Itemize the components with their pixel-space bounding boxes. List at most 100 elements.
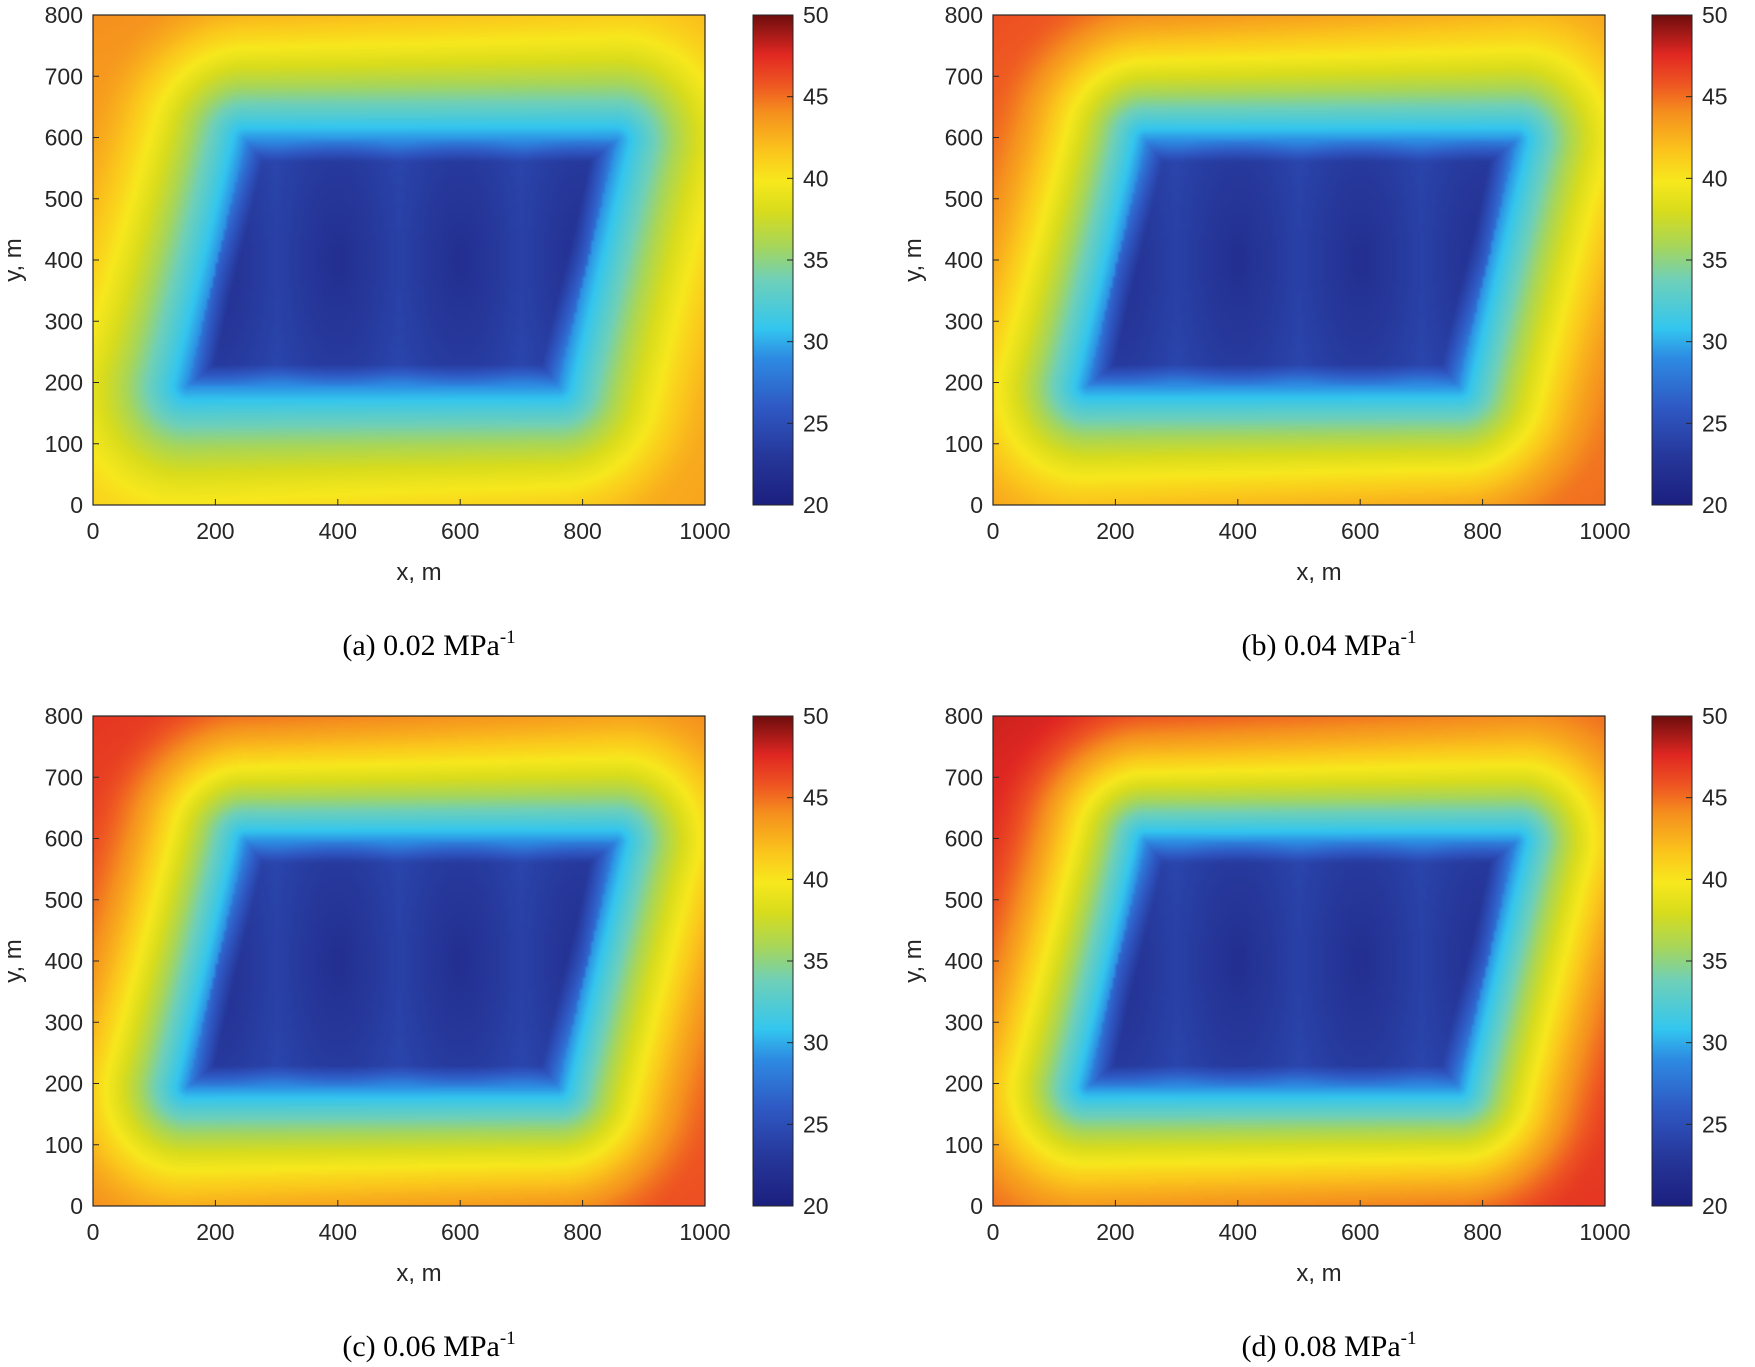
y-tick-label: 400 [45, 247, 83, 273]
caption-text: (c) 0.06 MPa [342, 1330, 499, 1363]
colorbar-tick-label: 40 [1702, 165, 1728, 191]
colorbar [1651, 14, 1693, 506]
x-tick-label: 200 [1096, 518, 1134, 544]
colorbar-tick-label: 30 [1702, 1030, 1728, 1056]
colorbar-tick-label: 40 [803, 866, 829, 892]
chart-panel-d: 0 200 400 600 800 1000 0 100 200 300 400 500 600 700 8… [900, 703, 1728, 1363]
y-tick-label: 300 [945, 1009, 983, 1035]
y-tick-label: 200 [945, 1071, 983, 1097]
y-axis-label: y, m [0, 939, 27, 983]
y-tick-label: 800 [945, 703, 983, 729]
colorbar-tick-label: 35 [1702, 948, 1728, 974]
y-tick-label: 200 [45, 1071, 83, 1097]
y-tick-label: 100 [45, 431, 83, 457]
y-tick-label: 100 [45, 1132, 83, 1158]
x-axis-label: x, m [1296, 1260, 1341, 1287]
heatmap-image [93, 15, 705, 505]
colorbar-tick-label: 50 [803, 703, 829, 729]
colorbar-tick-label: 25 [1702, 410, 1728, 436]
panel-caption: (d) 0.08 MPa-1 [1242, 1328, 1417, 1363]
y-tick-label: 200 [945, 370, 983, 396]
y-tick-label: 500 [945, 186, 983, 212]
colorbar-tick-label: 35 [1702, 247, 1728, 273]
y-tick-label: 700 [45, 764, 83, 790]
y-tick-label: 0 [70, 492, 83, 518]
y-tick-label: 800 [945, 2, 983, 28]
x-tick-label: 200 [196, 1219, 234, 1245]
y-tick-label: 600 [945, 826, 983, 852]
y-tick-label: 100 [945, 1132, 983, 1158]
y-tick-label: 700 [45, 63, 83, 89]
x-axis-label: x, m [396, 1260, 441, 1287]
panel-caption: (c) 0.06 MPa-1 [342, 1328, 515, 1363]
y-tick-label: 500 [45, 887, 83, 913]
colorbar-tick-label: 25 [803, 1111, 829, 1137]
caption-superscript: -1 [1401, 627, 1417, 648]
y-tick-label: 0 [70, 1193, 83, 1219]
y-tick-label: 600 [45, 826, 83, 852]
x-axis-label: x, m [1296, 559, 1341, 586]
colorbar-tick-label: 25 [1702, 1111, 1728, 1137]
x-tick-label: 400 [319, 1219, 357, 1245]
x-tick-label: 400 [1219, 1219, 1257, 1245]
colorbar-tick-label: 50 [803, 2, 829, 28]
colorbar [1651, 715, 1693, 1207]
x-tick-label: 200 [196, 518, 234, 544]
y-tick-label: 500 [945, 887, 983, 913]
caption-text: (b) 0.04 MPa [1242, 629, 1401, 662]
heatmap-image [993, 716, 1605, 1206]
x-tick-label: 600 [441, 518, 479, 544]
colorbar-tick-label: 20 [803, 492, 829, 518]
y-tick-label: 700 [945, 63, 983, 89]
x-axis-label: x, m [396, 559, 441, 586]
colorbar-tick-label: 50 [1702, 2, 1728, 28]
x-tick-label: 1000 [679, 518, 730, 544]
colorbar-tick-label: 45 [803, 785, 829, 811]
colorbar-tick-label: 20 [803, 1193, 829, 1219]
colorbar [752, 715, 794, 1207]
x-tick-label: 800 [563, 518, 601, 544]
x-tick-label: 0 [87, 1219, 100, 1245]
colorbar-tick-label: 20 [1702, 492, 1728, 518]
colorbar-tick-label: 40 [1702, 866, 1728, 892]
panel-caption: (b) 0.04 MPa-1 [1242, 627, 1417, 662]
y-axis-label: y, m [900, 238, 927, 282]
y-tick-label: 400 [45, 948, 83, 974]
y-tick-label: 500 [45, 186, 83, 212]
colorbar-tick-label: 30 [1702, 329, 1728, 355]
caption-text: (a) 0.02 MPa [342, 629, 499, 662]
colorbar-tick-label: 30 [803, 329, 829, 355]
x-tick-label: 1000 [1579, 1219, 1630, 1245]
colorbar-tick-label: 45 [803, 84, 829, 110]
x-tick-label: 800 [1463, 518, 1501, 544]
chart-panel-b: 0 200 400 600 800 1000 0 100 200 300 400 500 600 700 8… [900, 2, 1728, 662]
panel-caption: (a) 0.02 MPa-1 [342, 627, 515, 662]
y-tick-label: 0 [970, 492, 983, 518]
x-tick-label: 0 [987, 518, 1000, 544]
colorbar-tick-label: 20 [1702, 1193, 1728, 1219]
y-tick-label: 600 [945, 125, 983, 151]
x-tick-label: 600 [441, 1219, 479, 1245]
caption-superscript: -1 [500, 627, 516, 648]
chart-panel-c: 0 200 400 600 800 1000 0 100 200 300 400 500 600 700 8… [0, 703, 829, 1363]
x-tick-label: 0 [87, 518, 100, 544]
colorbar-tick-label: 40 [803, 165, 829, 191]
x-tick-label: 600 [1341, 1219, 1379, 1245]
y-tick-label: 600 [45, 125, 83, 151]
heatmap-image [93, 716, 705, 1206]
y-tick-label: 0 [970, 1193, 983, 1219]
y-tick-label: 800 [45, 2, 83, 28]
colorbar-tick-label: 45 [1702, 785, 1728, 811]
y-tick-label: 100 [945, 431, 983, 457]
y-tick-label: 400 [945, 247, 983, 273]
y-tick-label: 300 [45, 308, 83, 334]
colorbar-tick-label: 35 [803, 247, 829, 273]
y-tick-label: 300 [45, 1009, 83, 1035]
colorbar-tick-label: 30 [803, 1030, 829, 1056]
x-tick-label: 400 [1219, 518, 1257, 544]
colorbar [752, 14, 794, 506]
y-tick-label: 800 [45, 703, 83, 729]
x-tick-label: 1000 [1579, 518, 1630, 544]
x-tick-label: 400 [319, 518, 357, 544]
